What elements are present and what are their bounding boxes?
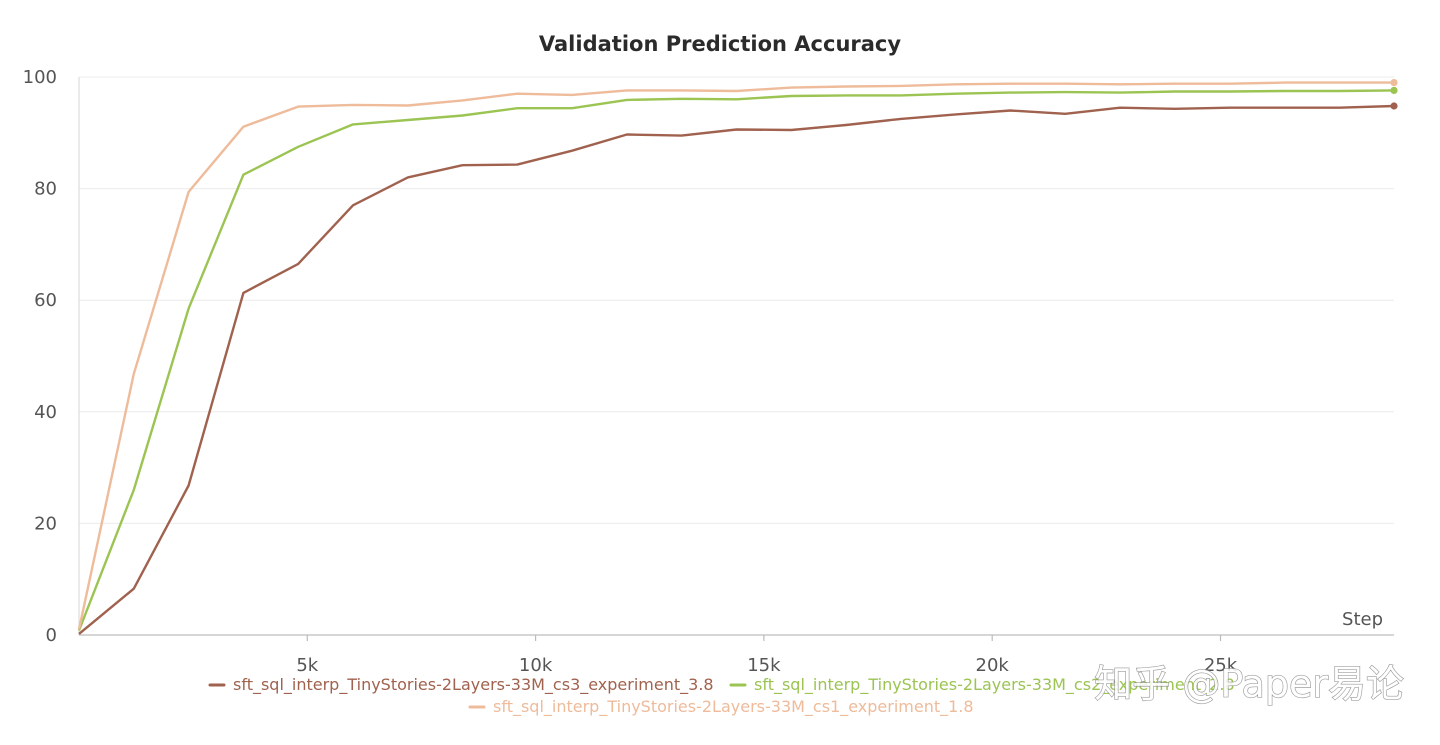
x-axis-label: Step [1342,609,1383,630]
series-endpoint-1 [1390,102,1398,110]
y-tick-label: 40 [34,402,57,423]
gridlines [79,76,1394,524]
chart-title: Validation Prediction Accuracy [539,32,901,56]
y-tick-labels: 0 20 40 60 80 100 [23,67,57,646]
x-tick-label: 25k [1204,655,1238,676]
legend: sft_sql_interp_TinyStories-2Layers-33M_c… [208,675,1235,717]
x-tick-label: 20k [976,655,1010,676]
series-line-3 [77,81,1394,630]
y-tick-label: 100 [23,67,57,88]
series-endpoint-2 [1390,86,1398,94]
series-lines [77,78,1398,635]
series-endpoint-3 [1390,78,1398,87]
y-tick-label: 0 [46,625,57,646]
legend-label-3: sft_sql_interp_TinyStories-2Layers-33M_c… [493,697,974,717]
x-tick-label: 5k [296,655,318,676]
y-tick-label: 60 [34,290,57,311]
x-tick-label: 10k [519,655,553,676]
watermark: 知乎 @Paper易论 [1094,662,1404,706]
y-tick-label: 20 [34,513,57,534]
axes [78,77,1394,641]
series-line-1 [78,104,1395,635]
x-tick-label: 15k [747,655,781,676]
y-tick-label: 80 [34,179,57,200]
series-line-2 [77,89,1395,631]
legend-label-1: sft_sql_interp_TinyStories-2Layers-33M_c… [233,675,714,695]
legend-label-2: sft_sql_interp_TinyStories-2Layers-33M_c… [754,675,1235,695]
x-tick-labels: 5k 10k 15k 20k 25k [296,655,1237,676]
